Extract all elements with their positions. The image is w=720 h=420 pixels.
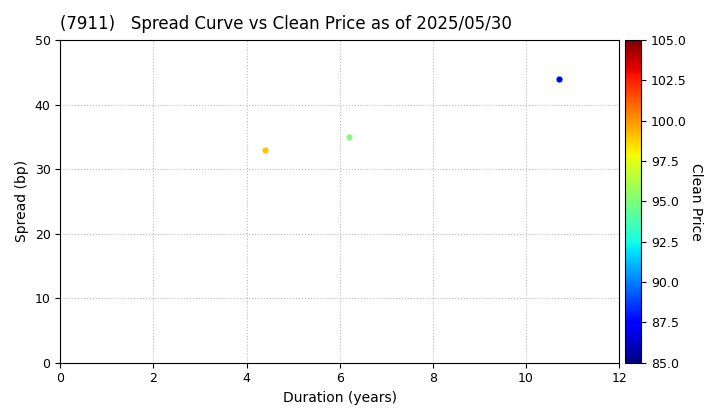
Y-axis label: Spread (bp): Spread (bp) bbox=[15, 160, 29, 242]
Y-axis label: Clean Price: Clean Price bbox=[689, 163, 703, 240]
Text: (7911)   Spread Curve vs Clean Price as of 2025/05/30: (7911) Spread Curve vs Clean Price as of… bbox=[60, 15, 512, 33]
Point bbox=[343, 134, 355, 140]
Point bbox=[259, 147, 271, 153]
X-axis label: Duration (years): Duration (years) bbox=[283, 391, 397, 405]
Point bbox=[553, 76, 564, 82]
